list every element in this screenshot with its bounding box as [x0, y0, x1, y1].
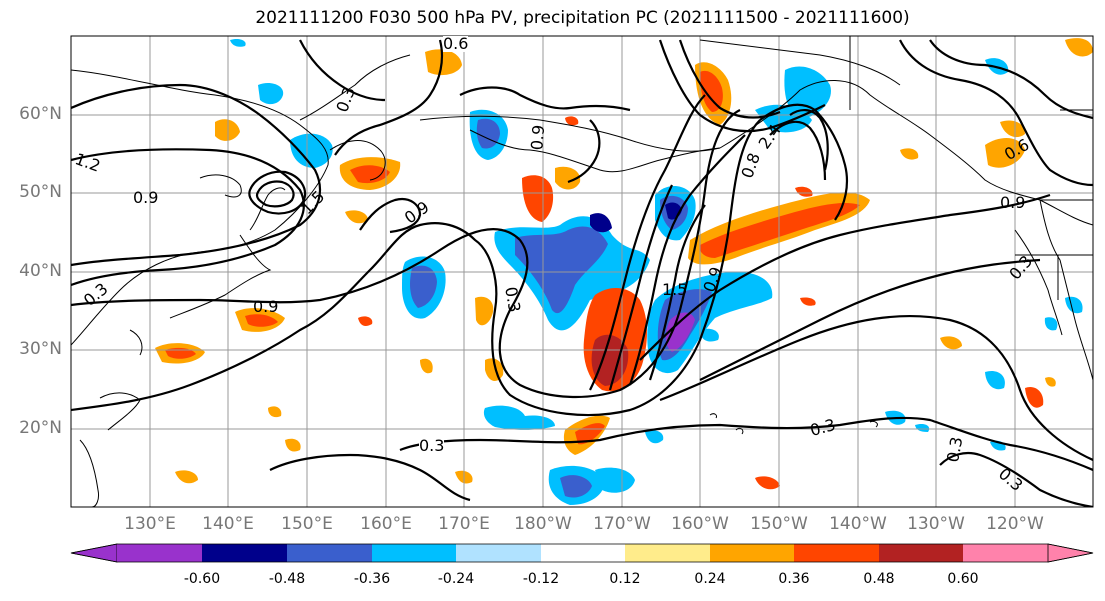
lat-label: 30°N [19, 339, 62, 359]
contour-label: 0.9 [253, 297, 279, 316]
lat-label: 20°N [19, 418, 62, 438]
lon-label: 180°W [514, 514, 572, 534]
lon-label: 130°W [907, 514, 965, 534]
colorbar-tick-label: -0.12 [522, 571, 560, 587]
lat-label: 60°N [19, 104, 62, 124]
lon-label: 130°E [124, 514, 176, 534]
colorbar-tick-label: 0.48 [863, 571, 895, 587]
contour-label: 0.9 [527, 123, 549, 152]
precip-negative-areas [230, 38, 1083, 505]
lon-label: 140°W [829, 514, 887, 534]
contour-label: 1.5 [662, 280, 688, 299]
colorbar-tick-label: 0.36 [778, 571, 810, 587]
colorbar-tick-label: 0.12 [609, 571, 641, 587]
map-title: 2021111200 F030 500 hPa PV, precipitatio… [255, 8, 910, 28]
lon-label: 140°E [202, 514, 254, 534]
colorbar-tick-label: 0.60 [947, 571, 979, 587]
lon-label: 170°E [438, 514, 490, 534]
lon-label: 160°E [360, 514, 412, 534]
colorbar [70, 543, 1094, 563]
contour-label: 0.9 [133, 188, 159, 207]
lat-label: 40°N [19, 261, 62, 281]
colorbar-tick-label: -0.48 [268, 571, 306, 587]
colorbar-tick-label: -0.60 [183, 571, 221, 587]
contour-label: 0.9 [1000, 193, 1026, 212]
lon-label: 170°W [593, 514, 651, 534]
lon-label: 150°W [750, 514, 808, 534]
lon-label: 160°W [671, 514, 729, 534]
lon-label: 150°E [281, 514, 333, 534]
colorbar-tick-label: 0.24 [694, 571, 726, 587]
lat-label: 50°N [19, 182, 62, 202]
contour-label: 0.3 [419, 436, 445, 455]
colorbar-tick-label: -0.24 [437, 571, 475, 587]
pv-contours [71, 39, 1093, 507]
lon-label: 120°W [986, 514, 1044, 534]
colorbar-tick-label: -0.36 [353, 571, 391, 587]
contour-label: 0.6 [443, 34, 469, 53]
